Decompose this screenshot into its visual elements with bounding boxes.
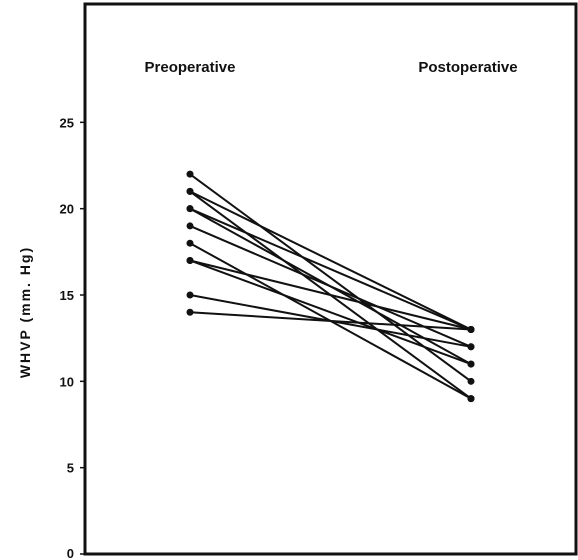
postoperative-point xyxy=(468,326,475,333)
y-tick-label: 20 xyxy=(60,202,74,217)
y-tick-label: 25 xyxy=(60,115,74,130)
y-axis-title: WHVP (mm. Hg) xyxy=(17,246,33,378)
preoperative-point xyxy=(187,292,194,299)
category-label-preoperative: Preoperative xyxy=(145,59,236,76)
series-1 xyxy=(187,171,475,385)
series-line xyxy=(190,174,471,381)
preoperative-point xyxy=(187,257,194,264)
y-tick-label: 0 xyxy=(67,546,74,560)
series-line xyxy=(190,191,471,329)
plot-frame xyxy=(85,4,576,554)
series-line xyxy=(190,260,471,329)
y-tick-label: 5 xyxy=(67,461,74,476)
y-axis-ticks: 0 5 10 15 20 25 xyxy=(60,115,85,560)
series-line xyxy=(190,226,471,347)
series-line xyxy=(190,312,471,329)
category-label-postoperative: Postoperative xyxy=(418,59,517,76)
preoperative-point xyxy=(187,240,194,247)
series-layer xyxy=(187,171,475,402)
preoperative-point xyxy=(187,171,194,178)
postoperative-point xyxy=(468,395,475,402)
preoperative-point xyxy=(187,188,194,195)
preoperative-point xyxy=(187,205,194,212)
y-tick-label: 10 xyxy=(60,374,74,389)
y-tick-label: 15 xyxy=(60,288,74,303)
preoperative-point xyxy=(187,222,194,229)
postoperative-point xyxy=(468,378,475,385)
postoperative-point xyxy=(468,343,475,350)
preoperative-point xyxy=(187,309,194,316)
series-6 xyxy=(187,222,475,350)
postoperative-point xyxy=(468,361,475,368)
